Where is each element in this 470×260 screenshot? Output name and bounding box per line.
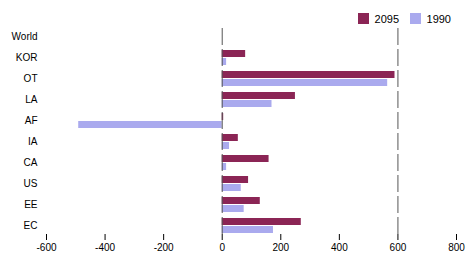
svg-text:EC: EC xyxy=(24,220,38,231)
svg-text:AF: AF xyxy=(25,115,38,126)
svg-text:IA: IA xyxy=(28,136,38,147)
svg-text:0: 0 xyxy=(219,242,225,253)
svg-text:EE: EE xyxy=(24,199,38,210)
html-text:2095: 2095 xyxy=(374,12,399,25)
svg-text:600: 600 xyxy=(390,242,407,253)
svg-text:CA: CA xyxy=(24,157,38,168)
svg-text:200: 200 xyxy=(272,242,289,253)
svg-text:400: 400 xyxy=(331,242,348,253)
svg-text:LA: LA xyxy=(25,94,38,105)
svg-text:KOR: KOR xyxy=(16,52,38,63)
svg-text:-400: -400 xyxy=(95,242,115,253)
svg-text:US: US xyxy=(24,178,38,189)
svg-text:800: 800 xyxy=(448,242,465,253)
svg-text:-200: -200 xyxy=(154,242,174,253)
html-text:1990: 1990 xyxy=(426,12,451,25)
svg-text:-600: -600 xyxy=(36,242,56,253)
svg-text:World: World xyxy=(12,31,38,42)
svg-text:OT: OT xyxy=(24,73,38,84)
